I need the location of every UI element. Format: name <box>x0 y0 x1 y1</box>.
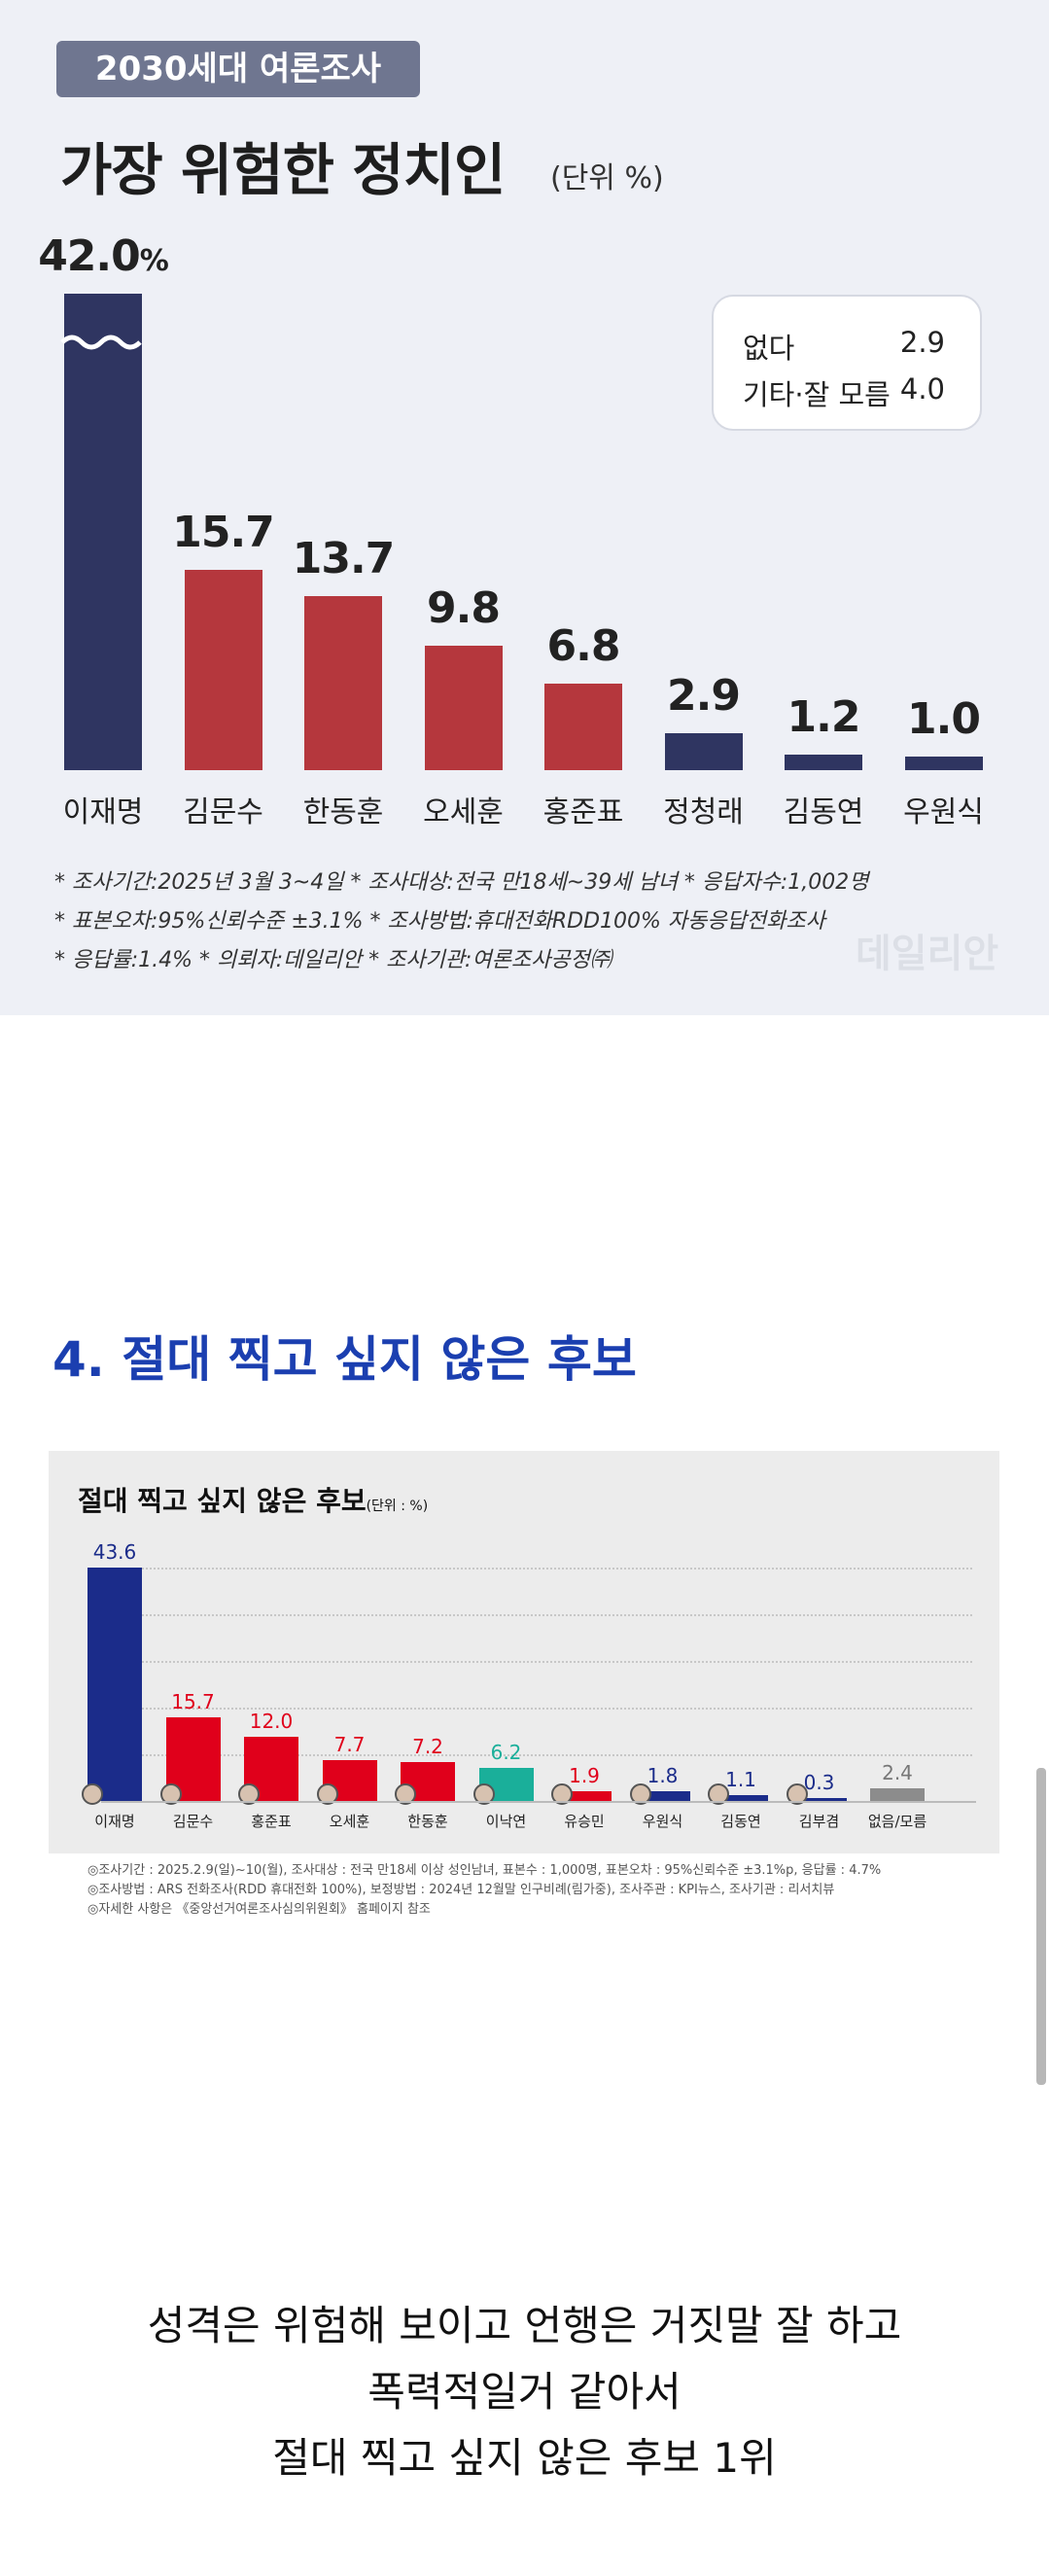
chart1-bar <box>544 683 622 770</box>
chart2-bar <box>714 1794 768 1801</box>
chart2-category-label: 김동연 <box>720 1813 761 1830</box>
chart1-category-label: 한동훈 <box>302 795 384 829</box>
gridline <box>107 1568 972 1570</box>
chart-title: 가장 위험한 정치인 <box>60 137 506 203</box>
chart2-category-label: 이재명 <box>94 1813 135 1830</box>
chart2-category-label: 김문수 <box>172 1813 214 1830</box>
candidate-avatar-icon <box>708 1783 729 1805</box>
chart-never-vote-candidate: 절대 찍고 싶지 않은 후보(단위 : %) 43.6 이재명 15.7 김문수 12.… <box>49 1451 999 1853</box>
section-heading: 4. 절대 찍고 싶지 않은 후보 <box>52 1331 637 1388</box>
caption-line-3: 절대 찍고 싶지 않은 후보 1위 <box>272 2434 777 2482</box>
chart2-value-label: 43.6 <box>92 1540 137 1564</box>
chart1-category-label: 정청래 <box>663 795 744 829</box>
chart-unit: (단위 %) <box>550 161 664 195</box>
axis-break-wave <box>60 335 142 350</box>
chart-most-dangerous-politician: 2030세대 여론조사 가장 위험한 정치인 (단위 %) 없다 2.9 기타·… <box>0 0 1049 1015</box>
chart2-value-label: 7.2 <box>412 1735 443 1759</box>
candidate-avatar-icon <box>238 1783 260 1805</box>
chart1-value-label: 2.9 <box>667 671 741 721</box>
candidate-avatar-icon <box>395 1783 416 1805</box>
chart2-footnote-3: ◎자세한 사항은 《중앙선거여론조사심의위원회》 홈페이지 참조 <box>87 1902 431 1917</box>
footnote-line-1: * 조사기간:2025년 3월 3~4일 * 조사대상:전국 만18세~39세 … <box>54 870 869 895</box>
chart2-baseline <box>101 1801 976 1803</box>
chart2-category-label: 유승민 <box>564 1813 605 1830</box>
candidate-avatar-icon <box>82 1783 103 1805</box>
legend-box: 없다 2.9 기타·잘 모름 4.0 <box>712 295 982 431</box>
chart2-value-label: 12.0 <box>249 1709 294 1733</box>
chart2-value-label: 1.8 <box>647 1764 679 1788</box>
footnote-line-2: * 표본오차:95%신뢰수준 ±3.1% * 조사방법:휴대전화RDD100% … <box>54 909 825 934</box>
chart2-value-label: 6.2 <box>490 1740 522 1764</box>
chart1-category-label: 이재명 <box>62 795 144 829</box>
gridline <box>107 1614 972 1616</box>
axis-break-wave-path <box>60 335 142 350</box>
chart1-bar <box>184 570 262 770</box>
chart2-footnote-2: ◎조사방법 : ARS 전화조사(RDD 휴대전화 100%), 보정방법 : … <box>87 1883 835 1897</box>
chart1-category-label: 우원식 <box>903 795 984 829</box>
candidate-avatar-icon <box>316 1783 338 1805</box>
chart2-category-label: 김부겸 <box>798 1813 840 1830</box>
candidate-avatar-icon <box>629 1783 651 1805</box>
chart1-bar <box>664 733 743 770</box>
chart1-bar <box>424 645 503 770</box>
chart2-bar <box>87 1568 142 1801</box>
chart2-category-label: 없음/모름 <box>867 1813 927 1830</box>
chart1-value-label: 1.0 <box>907 694 981 744</box>
candidate-avatar-icon <box>159 1783 182 1805</box>
chart2-category-label: 우원식 <box>642 1813 683 1830</box>
gridline <box>107 1708 972 1710</box>
percent-suffix: % <box>139 244 169 278</box>
chart2-value-label: 1.9 <box>569 1763 600 1787</box>
chart2-title-text: 절대 찍고 싶지 않은 후보 <box>78 1485 367 1517</box>
watermark-logo: 데일리안 <box>856 932 999 976</box>
legend-value-other: 4.0 <box>899 372 945 406</box>
chart1-bar <box>904 757 983 770</box>
chart1-category-label: 김문수 <box>183 795 263 829</box>
footnote-line-3: * 응답률:1.4% * 의뢰자:데일리안 * 조사기관:여론조사공정㈜ <box>54 948 612 972</box>
chart2-category-label: 한동훈 <box>407 1813 448 1830</box>
chart2-bar <box>635 1791 690 1801</box>
legend-label-other: 기타·잘 모름 <box>743 378 891 411</box>
chart2-category-label: 오세훈 <box>329 1813 370 1830</box>
chart2-unit: (단위 : %) <box>366 1499 429 1514</box>
chart1-bar <box>785 755 862 770</box>
chart2-category-label: 홍준표 <box>251 1813 292 1830</box>
chart1-value-label: 6.8 <box>546 620 621 671</box>
legend-label-none: 없다 <box>743 332 795 365</box>
candidate-avatar-icon <box>551 1783 573 1805</box>
chart1-value-label: 1.2 <box>787 692 861 743</box>
chart2-title: 절대 찍고 싶지 않은 후보(단위 : %) <box>78 1480 428 1519</box>
chart2-bar <box>870 1787 925 1801</box>
candidate-avatar-icon <box>786 1783 808 1805</box>
caption-line-1: 성격은 위험해 보이고 언행은 거짓말 잘 하고 <box>147 2302 902 2349</box>
chart2-value-label: 0.3 <box>803 1771 835 1794</box>
chart2-value-label: 1.1 <box>725 1767 756 1791</box>
chart2-bar <box>791 1798 847 1801</box>
chart1-bar <box>64 294 142 770</box>
chart1-value-label: 9.8 <box>427 582 501 633</box>
legend-value-none: 2.9 <box>899 326 945 359</box>
chart1-category-label: 오세훈 <box>423 795 504 829</box>
chart2-value-label: 7.7 <box>333 1732 366 1756</box>
caption-line-2: 폭력적일거 같아서 <box>367 2368 682 2416</box>
chart2-value-label: 2.4 <box>882 1760 913 1784</box>
chart1-value-label: 13.7 <box>292 533 396 583</box>
chart2-footnote-1: ◎조사기간 : 2025.2.9(일)~10(월), 조사대상 : 전국 만18… <box>87 1863 882 1878</box>
gridline <box>107 1661 972 1663</box>
chart1-value-label: 42.0% <box>38 231 169 281</box>
chart1-category-label: 김동연 <box>783 795 864 829</box>
chart2-category-label: 이낙연 <box>485 1813 527 1830</box>
survey-tag: 2030세대 여론조사 <box>56 41 420 97</box>
chart1-value-label: 15.7 <box>172 508 275 558</box>
chart2-bar <box>557 1790 612 1801</box>
chart1-bar <box>304 595 382 770</box>
gridline <box>107 1754 972 1756</box>
chart1-category-label: 홍준표 <box>542 795 624 829</box>
candidate-avatar-icon <box>472 1783 495 1805</box>
chart2-value-label: 15.7 <box>171 1689 215 1713</box>
scrollbar-thumb[interactable] <box>1036 1768 1046 2085</box>
